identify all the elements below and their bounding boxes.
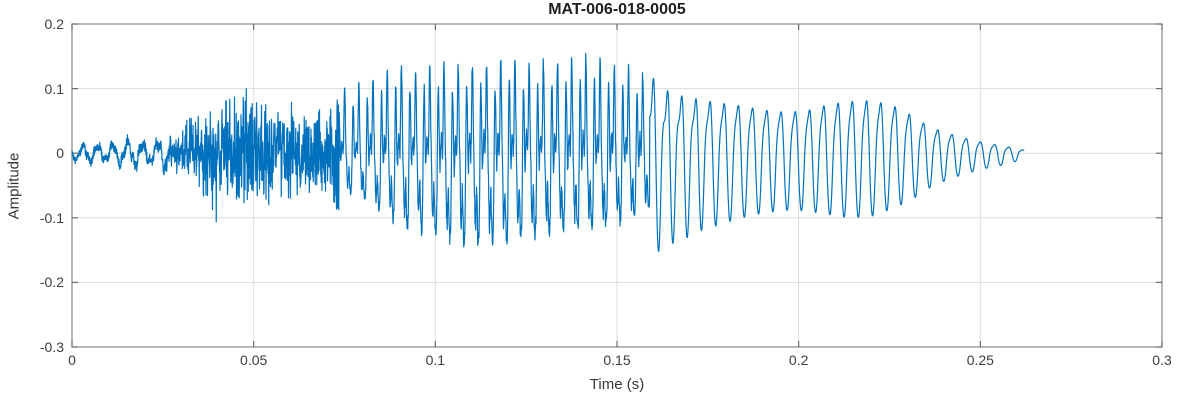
x-tick-label: 0.15 (603, 352, 631, 368)
y-tick-label: -0.1 (39, 209, 64, 226)
y-tick-label: 0 (56, 145, 64, 162)
x-tick-label: 0.05 (240, 352, 268, 368)
x-tick-label: 0.2 (788, 352, 809, 368)
waveform-line (71, 52, 1025, 252)
x-tick-label: 0.3 (1152, 352, 1172, 368)
y-tick-label: 0.2 (44, 16, 64, 32)
y-tick-label: -0.3 (39, 339, 64, 355)
y-tick-label: -0.2 (39, 274, 64, 291)
x-tick-label: 0.25 (966, 352, 994, 368)
x-tick-label: 0.1 (425, 352, 446, 368)
chart-title: MAT-006-018-0005 (548, 1, 686, 18)
x-tick-label: 0 (68, 352, 76, 368)
x-axis-label: Time (s) (589, 376, 645, 393)
y-tick-label: 0.1 (44, 80, 64, 97)
